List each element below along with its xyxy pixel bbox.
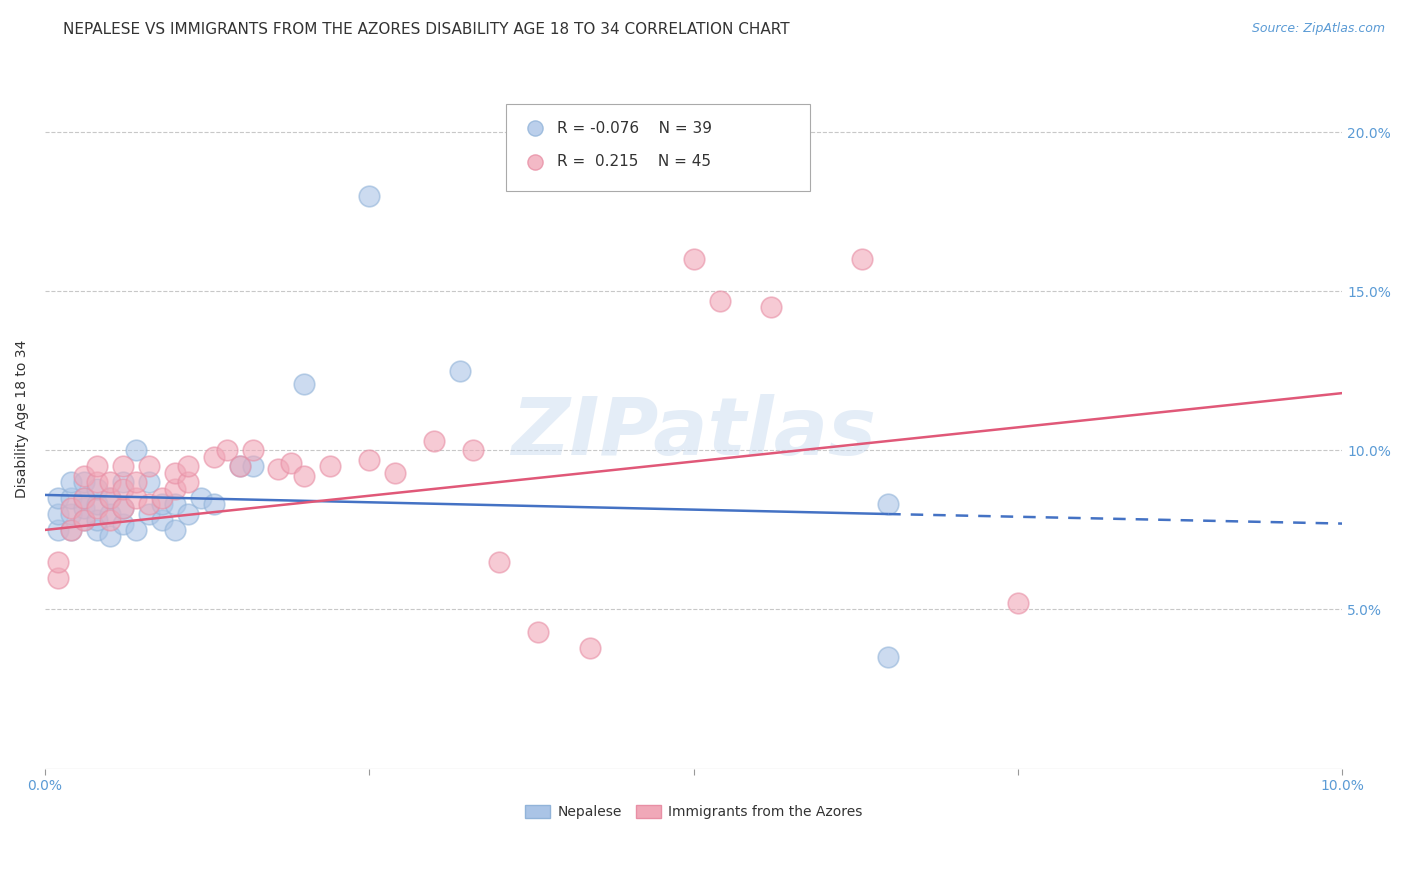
Point <box>59 507 82 521</box>
Point <box>46 491 69 505</box>
Point <box>761 300 783 314</box>
Point <box>59 491 82 505</box>
Point <box>98 513 121 527</box>
Point <box>488 555 510 569</box>
Point <box>73 513 96 527</box>
Point <box>709 293 731 308</box>
Point <box>877 650 900 665</box>
Point <box>877 498 900 512</box>
Point <box>59 475 82 490</box>
Point <box>98 475 121 490</box>
Text: NEPALESE VS IMMIGRANTS FROM THE AZORES DISABILITY AGE 18 TO 34 CORRELATION CHART: NEPALESE VS IMMIGRANTS FROM THE AZORES D… <box>63 22 790 37</box>
Point <box>73 475 96 490</box>
Point <box>98 491 121 505</box>
Point <box>176 475 198 490</box>
Legend: Nepalese, Immigrants from the Azores: Nepalese, Immigrants from the Azores <box>520 799 868 825</box>
Point <box>579 640 602 655</box>
Point <box>138 475 160 490</box>
Point <box>73 500 96 515</box>
Point <box>294 376 316 391</box>
Y-axis label: Disability Age 18 to 34: Disability Age 18 to 34 <box>15 340 30 498</box>
Point <box>98 529 121 543</box>
Point <box>59 523 82 537</box>
Point <box>228 459 250 474</box>
Point <box>138 507 160 521</box>
Point <box>359 189 381 203</box>
Point <box>163 498 186 512</box>
Point <box>527 624 550 639</box>
Point <box>150 498 173 512</box>
Point <box>242 443 264 458</box>
Point <box>176 459 198 474</box>
Point <box>163 482 186 496</box>
Point <box>294 468 316 483</box>
Point <box>46 555 69 569</box>
Point <box>111 516 134 531</box>
Text: R =  0.215    N = 45: R = 0.215 N = 45 <box>557 154 711 169</box>
Point <box>111 500 134 515</box>
Point <box>111 475 134 490</box>
Point <box>280 456 302 470</box>
Point <box>111 482 134 496</box>
Point <box>150 513 173 527</box>
Point <box>267 462 290 476</box>
Point <box>138 459 160 474</box>
Point <box>228 459 250 474</box>
Point <box>319 459 342 474</box>
Point <box>73 491 96 505</box>
Point <box>98 491 121 505</box>
Point <box>449 364 471 378</box>
Point <box>86 498 108 512</box>
Point <box>86 475 108 490</box>
Point <box>59 523 82 537</box>
Point <box>125 523 148 537</box>
Point <box>163 523 186 537</box>
Point <box>86 513 108 527</box>
Point <box>86 523 108 537</box>
FancyBboxPatch shape <box>506 103 810 191</box>
Point <box>59 500 82 515</box>
Point <box>73 513 96 527</box>
Point <box>242 459 264 474</box>
Point <box>682 252 704 267</box>
Point <box>73 468 96 483</box>
Point <box>86 482 108 496</box>
Text: Source: ZipAtlas.com: Source: ZipAtlas.com <box>1251 22 1385 36</box>
Point <box>176 507 198 521</box>
Point <box>125 443 148 458</box>
Point <box>125 475 148 490</box>
Point <box>1007 596 1029 610</box>
Point <box>86 500 108 515</box>
Point <box>423 434 446 448</box>
Point <box>111 500 134 515</box>
Point <box>46 523 69 537</box>
Point <box>98 507 121 521</box>
Point <box>86 459 108 474</box>
Point <box>46 507 69 521</box>
Text: R = -0.076    N = 39: R = -0.076 N = 39 <box>557 120 713 136</box>
Point <box>73 491 96 505</box>
Point <box>46 571 69 585</box>
Point <box>359 453 381 467</box>
Point <box>202 498 225 512</box>
Point <box>111 459 134 474</box>
Point <box>461 443 484 458</box>
Point <box>384 466 406 480</box>
Point <box>215 443 238 458</box>
Point <box>190 491 212 505</box>
Point <box>125 491 148 505</box>
Point <box>851 252 873 267</box>
Point <box>202 450 225 464</box>
Point <box>163 466 186 480</box>
Text: ZIPatlas: ZIPatlas <box>512 393 876 472</box>
Point <box>150 491 173 505</box>
Point <box>138 498 160 512</box>
